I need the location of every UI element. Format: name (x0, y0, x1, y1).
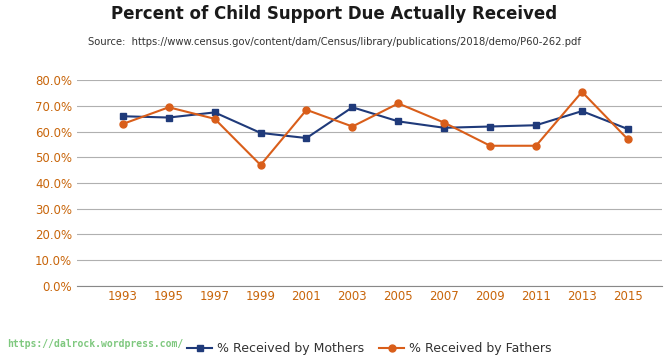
% Received by Mothers (486, 124, 494, 129)
Line: % Received by Fathers: % Received by Fathers (119, 89, 632, 169)
% Received by Mothers (624, 127, 632, 131)
% Received by Mothers (165, 115, 173, 120)
Line: % Received by Mothers: % Received by Mothers (119, 104, 632, 141)
Legend: % Received by Mothers, % Received by Fathers: % Received by Mothers, % Received by Fat… (183, 337, 557, 357)
% Received by Fathers (440, 121, 448, 125)
% Received by Fathers (302, 108, 310, 112)
% Received by Mothers (440, 126, 448, 130)
% Received by Fathers (578, 90, 586, 94)
% Received by Fathers (394, 101, 402, 106)
Text: Percent of Child Support Due Actually Received: Percent of Child Support Due Actually Re… (112, 5, 557, 23)
Text: https://dalrock.wordpress.com/: https://dalrock.wordpress.com/ (7, 339, 183, 349)
% Received by Fathers (165, 105, 173, 109)
% Received by Mothers (119, 114, 127, 119)
% Received by Mothers (302, 136, 310, 140)
% Received by Fathers (349, 124, 357, 129)
Text: Source:  https://www.census.gov/content/dam/Census/library/publications/2018/dem: Source: https://www.census.gov/content/d… (88, 37, 581, 47)
% Received by Mothers (578, 109, 586, 113)
% Received by Fathers (486, 144, 494, 148)
% Received by Mothers (211, 110, 219, 115)
% Received by Fathers (257, 163, 265, 167)
% Received by Fathers (119, 122, 127, 126)
% Received by Mothers (349, 105, 357, 109)
% Received by Mothers (394, 119, 402, 124)
% Received by Mothers (532, 123, 540, 127)
% Received by Mothers (257, 131, 265, 135)
% Received by Fathers (532, 144, 540, 148)
% Received by Fathers (624, 137, 632, 141)
% Received by Fathers (211, 117, 219, 121)
